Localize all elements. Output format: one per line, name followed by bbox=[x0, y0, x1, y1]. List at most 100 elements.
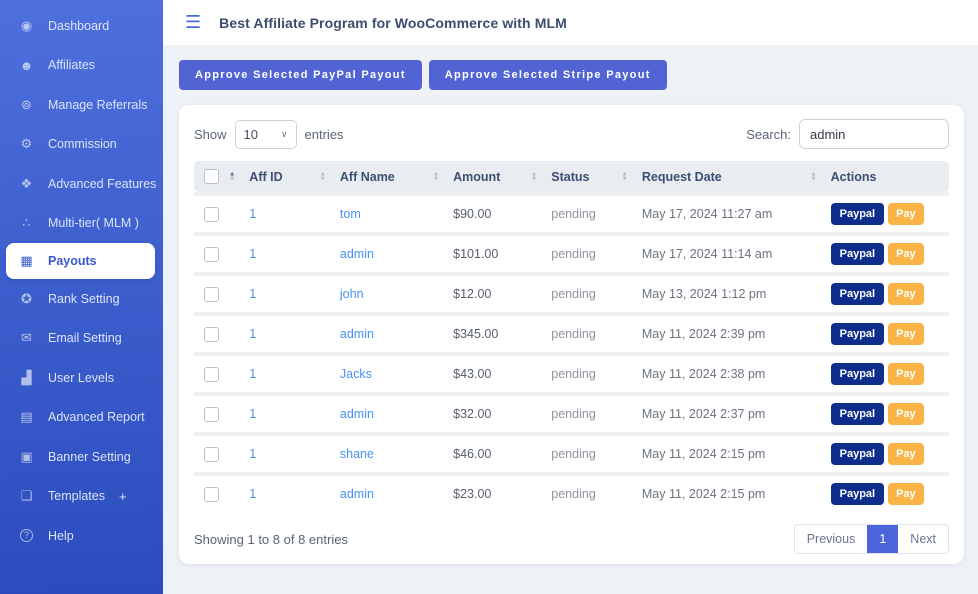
request-date-cell: May 17, 2024 11:27 am bbox=[632, 196, 821, 232]
paypal-button[interactable]: Paypal bbox=[831, 283, 884, 305]
sort-icon[interactable]: ▲▼ bbox=[531, 171, 537, 182]
aff-id-link[interactable]: 1 bbox=[249, 367, 256, 381]
aff-name-link[interactable]: admin bbox=[340, 487, 374, 501]
sidebar-item-manage-referrals[interactable]: ⊚ Manage Referrals bbox=[0, 85, 163, 125]
approve-paypal-button[interactable]: Approve Selected PayPal Payout bbox=[179, 60, 422, 90]
column-header-amount[interactable]: Amount ▲▼ bbox=[443, 161, 541, 192]
sidebar-item-email-setting[interactable]: ✉ Email Setting bbox=[0, 319, 163, 359]
request-date-cell: May 11, 2024 2:38 pm bbox=[632, 356, 821, 392]
pay-button[interactable]: Pay bbox=[888, 283, 924, 305]
pay-button[interactable]: Pay bbox=[888, 323, 924, 345]
aff-name-link[interactable]: admin bbox=[340, 327, 374, 341]
search-input[interactable] bbox=[799, 119, 949, 149]
aff-id-link[interactable]: 1 bbox=[249, 447, 256, 461]
aff-id-link[interactable]: 1 bbox=[249, 407, 256, 421]
sidebar-item-label: User Levels bbox=[48, 371, 114, 385]
row-checkbox[interactable] bbox=[204, 207, 219, 222]
sidebar-item-user-levels[interactable]: ▟ User Levels bbox=[0, 358, 163, 398]
actions-cell: PaypalPay bbox=[821, 356, 949, 392]
pay-button[interactable]: Pay bbox=[888, 363, 924, 385]
paypal-button[interactable]: Paypal bbox=[831, 403, 884, 425]
row-checkbox[interactable] bbox=[204, 407, 219, 422]
pay-button[interactable]: Pay bbox=[888, 483, 924, 505]
page-size-select[interactable]: 10 ∨ bbox=[235, 120, 297, 149]
pay-button[interactable]: Pay bbox=[888, 243, 924, 265]
sort-icon[interactable]: ▲▼ bbox=[433, 171, 439, 182]
sidebar-item-payouts[interactable]: ▦ Payouts bbox=[6, 243, 155, 279]
table-controls: Show 10 ∨ entries Search: bbox=[194, 119, 949, 149]
pay-button[interactable]: Pay bbox=[888, 203, 924, 225]
paypal-button[interactable]: Paypal bbox=[831, 443, 884, 465]
aff-name-link[interactable]: admin bbox=[340, 247, 374, 261]
sort-icon[interactable]: ▲▼ bbox=[621, 171, 627, 182]
payouts-card: Show 10 ∨ entries Search: bbox=[179, 105, 964, 564]
previous-page-button[interactable]: Previous bbox=[795, 525, 868, 553]
column-header-aff-id[interactable]: Aff ID ▲▼ bbox=[239, 161, 330, 192]
amount-cell: $46.00 bbox=[443, 436, 541, 472]
row-checkbox[interactable] bbox=[204, 287, 219, 302]
sidebar-item-rank-setting[interactable]: ✪ Rank Setting bbox=[0, 279, 163, 319]
pay-button[interactable]: Pay bbox=[888, 443, 924, 465]
aff-id-link[interactable]: 1 bbox=[249, 487, 256, 501]
sidebar-item-commission[interactable]: ⚙ Commission bbox=[0, 125, 163, 165]
aff-name-link[interactable]: Jacks bbox=[340, 367, 372, 381]
payout-toolbar: Approve Selected PayPal Payout Approve S… bbox=[179, 60, 964, 90]
row-checkbox[interactable] bbox=[204, 327, 219, 342]
approve-stripe-button[interactable]: Approve Selected Stripe Payout bbox=[429, 60, 667, 90]
select-all-checkbox[interactable] bbox=[204, 169, 219, 184]
paypal-button[interactable]: Paypal bbox=[831, 243, 884, 265]
row-checkbox[interactable] bbox=[204, 487, 219, 502]
row-checkbox[interactable] bbox=[204, 447, 219, 462]
hamburger-menu-icon[interactable]: ☰ bbox=[185, 12, 201, 33]
sidebar-item-affiliates[interactable]: ☻ Affiliates bbox=[0, 46, 163, 86]
sidebar-item-templates[interactable]: ❏ Templates + bbox=[0, 477, 163, 517]
column-header-aff-name[interactable]: Aff Name ▲▼ bbox=[330, 161, 443, 192]
paypal-button[interactable]: Paypal bbox=[831, 363, 884, 385]
sidebar-item-label: Rank Setting bbox=[48, 292, 120, 306]
paypal-button[interactable]: Paypal bbox=[831, 323, 884, 345]
sidebar-item-label: Dashboard bbox=[48, 19, 109, 33]
aff-id-link[interactable]: 1 bbox=[249, 327, 256, 341]
pay-button[interactable]: Pay bbox=[888, 403, 924, 425]
bar-chart-icon: ▟ bbox=[18, 370, 35, 386]
next-page-button[interactable]: Next bbox=[898, 525, 948, 553]
aff-name-link[interactable]: tom bbox=[340, 207, 361, 221]
aff-name-link[interactable]: admin bbox=[340, 407, 374, 421]
actions-cell: PaypalPay bbox=[821, 476, 949, 512]
plus-icon[interactable]: + bbox=[119, 489, 127, 504]
sidebar-item-label: Commission bbox=[48, 137, 117, 151]
help-icon: ? bbox=[18, 529, 35, 542]
column-header-request-date[interactable]: Request Date ▲▼ bbox=[632, 161, 821, 192]
aff-id-link[interactable]: 1 bbox=[249, 247, 256, 261]
sidebar-item-dashboard[interactable]: ◉ Dashboard bbox=[0, 6, 163, 46]
aff-id-link[interactable]: 1 bbox=[249, 287, 256, 301]
badge-icon: ❖ bbox=[18, 176, 35, 192]
sort-icon[interactable]: ▲▼ bbox=[229, 171, 235, 182]
row-checkbox[interactable] bbox=[204, 247, 219, 262]
sort-icon[interactable]: ▲▼ bbox=[319, 171, 325, 182]
paypal-button[interactable]: Paypal bbox=[831, 203, 884, 225]
status-cell: pending bbox=[541, 236, 632, 272]
column-header-actions: Actions bbox=[821, 161, 949, 192]
status-cell: pending bbox=[541, 276, 632, 312]
show-label: Show bbox=[194, 127, 227, 142]
sidebar-item-help[interactable]: ? Help bbox=[0, 516, 163, 556]
current-page-button[interactable]: 1 bbox=[867, 525, 898, 553]
sidebar-item-multi-tier-mlm[interactable]: ∴ Multi-tier( MLM ) bbox=[0, 204, 163, 244]
aff-name-link[interactable]: shane bbox=[340, 447, 374, 461]
aff-id-link[interactable]: 1 bbox=[249, 207, 256, 221]
status-cell: pending bbox=[541, 396, 632, 432]
table-header-row: ▲▼ Aff ID ▲▼ Aff Name ▲▼ Amount ▲▼ bbox=[194, 161, 949, 192]
aff-name-link[interactable]: john bbox=[340, 287, 364, 301]
column-header-status[interactable]: Status ▲▼ bbox=[541, 161, 632, 192]
sidebar-item-advanced-features[interactable]: ❖ Advanced Features bbox=[0, 164, 163, 204]
row-checkbox[interactable] bbox=[204, 367, 219, 382]
select-all-header[interactable]: ▲▼ bbox=[194, 161, 239, 192]
sidebar-item-banner-setting[interactable]: ▣ Banner Setting bbox=[0, 437, 163, 477]
main-content: Approve Selected PayPal Payout Approve S… bbox=[163, 45, 978, 594]
paypal-button[interactable]: Paypal bbox=[831, 483, 884, 505]
amount-cell: $90.00 bbox=[443, 196, 541, 232]
request-date-cell: May 11, 2024 2:15 pm bbox=[632, 476, 821, 512]
sidebar-item-advanced-report[interactable]: ▤ Advanced Report bbox=[0, 398, 163, 438]
sort-icon[interactable]: ▲▼ bbox=[810, 171, 816, 182]
